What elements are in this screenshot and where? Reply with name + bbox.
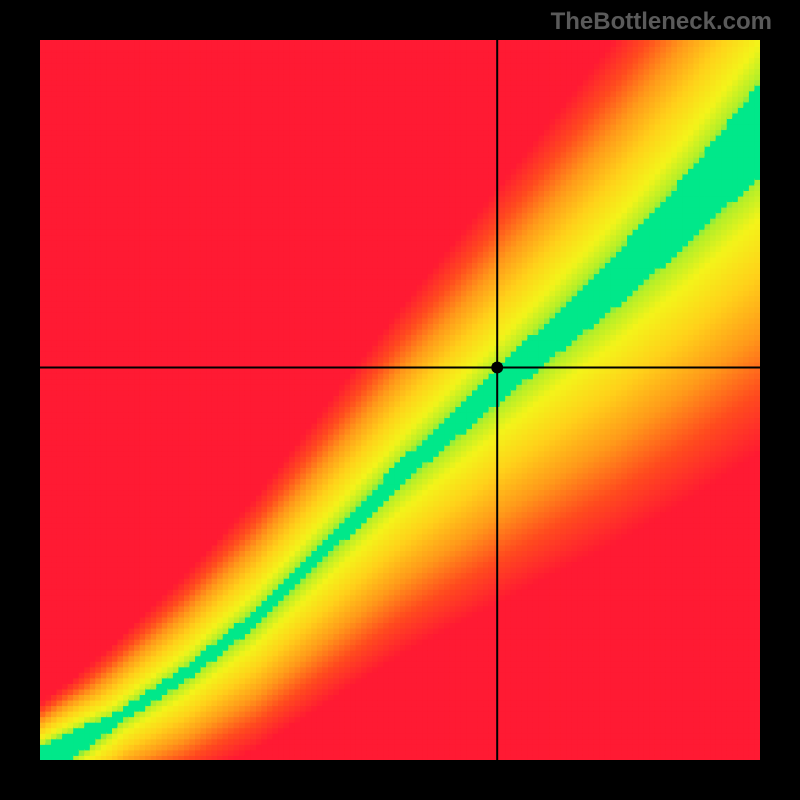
heatmap-plot bbox=[40, 40, 760, 760]
heatmap-canvas bbox=[40, 40, 760, 760]
watermark-text: TheBottleneck.com bbox=[551, 8, 772, 36]
